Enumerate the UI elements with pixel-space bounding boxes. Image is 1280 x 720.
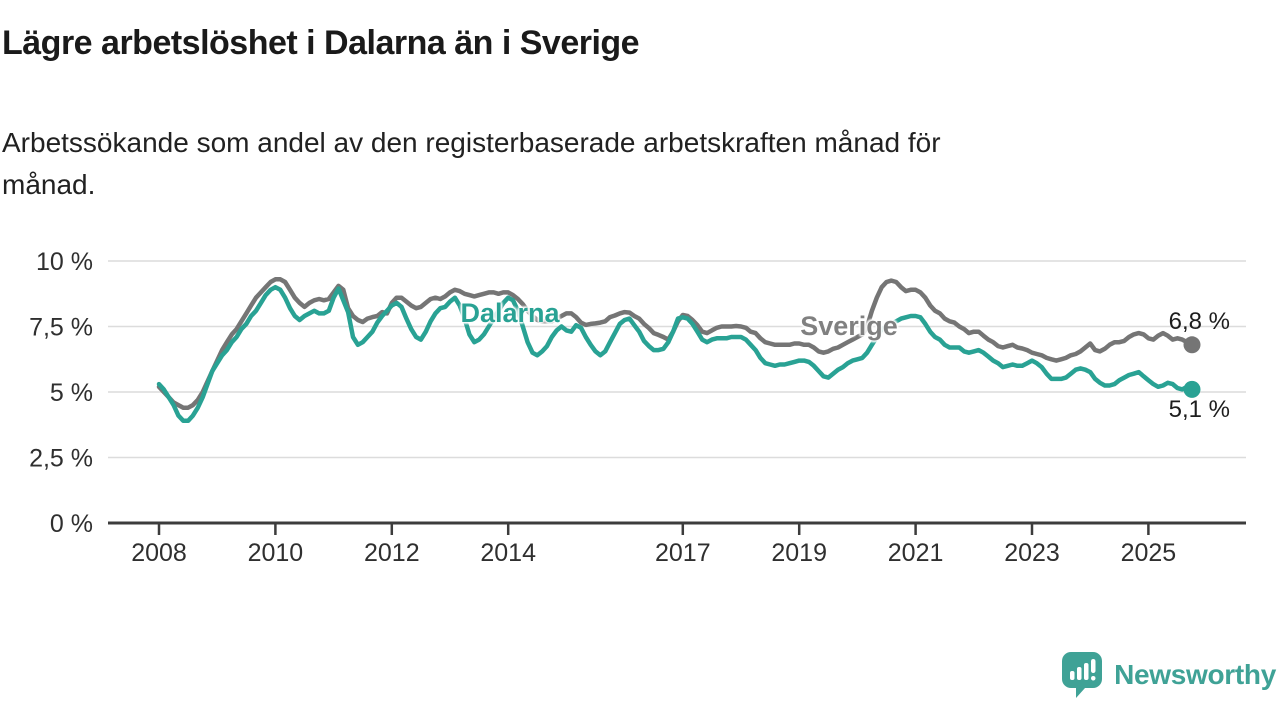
end-value-label-dalarna: 5,1 % (1168, 396, 1230, 423)
x-axis-tick-label: 2012 (364, 539, 420, 567)
newsworthy-logo: Newsworthy (1062, 652, 1276, 698)
newsworthy-logo-text: Newsworthy (1114, 659, 1276, 690)
y-axis-tick-label: 0 % (50, 510, 93, 538)
x-axis-tick-label: 2017 (655, 539, 711, 567)
series-label-sverige: Sverige (800, 311, 898, 341)
x-axis-tick-label: 2008 (131, 539, 187, 567)
y-axis-tick-label: 10 % (36, 248, 93, 276)
page-subtitle: Arbetssökande som andel av den registerb… (2, 122, 1202, 206)
page-subtitle-line2: månad. (2, 169, 96, 200)
y-axis-tick-label: 5 % (50, 379, 93, 407)
end-value-label-sverige: 6,8 % (1168, 308, 1230, 335)
line-series-dalarna (156, 284, 1195, 424)
line-series-sverige (156, 277, 1195, 410)
x-axis-tick-label: 2014 (480, 539, 536, 567)
newsworthy-bar-chart-speech-bubble-icon (1062, 652, 1103, 698)
y-axis-tick-label: 7,5 % (29, 314, 93, 342)
end-dot-sverige (1183, 336, 1201, 354)
y-axis-tick-label: 2,5 % (29, 445, 93, 473)
page-title: Lägre arbetslöshet i Dalarna än i Sverig… (2, 24, 640, 62)
end-dot-dalarna (1183, 380, 1201, 398)
x-axis-tick-label: 2023 (1004, 539, 1060, 567)
series-label-dalarna: Dalarna (460, 298, 560, 328)
x-axis-tick-label: 2019 (771, 539, 827, 567)
page-subtitle-line1: Arbetssökande som andel av den registerb… (2, 127, 941, 158)
x-axis-tick-label: 2010 (248, 539, 304, 567)
x-axis-tick-label: 2021 (888, 539, 944, 567)
x-axis-tick-label: 2025 (1121, 539, 1177, 567)
